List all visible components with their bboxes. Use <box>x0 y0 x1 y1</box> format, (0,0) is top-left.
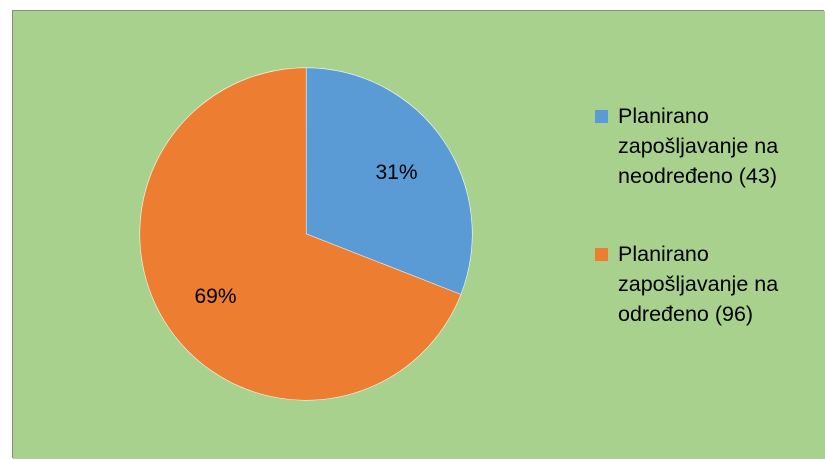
slice-label-odredeno: 69% <box>194 285 236 308</box>
pie-slice-shade-0 <box>306 68 472 295</box>
legend-line: neodređeno (43) <box>618 164 777 188</box>
pie-slice-shade-1 <box>140 67 461 400</box>
legend-line: zapošljavanje na <box>618 272 779 296</box>
legend-item-odredeno: Planirano zapošljavanje na određeno (96) <box>595 239 820 329</box>
legend-swatch-neodredeno <box>595 110 608 123</box>
slice-label-neodredeno: 31% <box>375 161 417 184</box>
legend-line: Planirano <box>618 104 709 128</box>
legend-line: zapošljavanje na <box>618 134 779 158</box>
legend: Planirano zapošljavanje na neodređeno (4… <box>595 101 820 329</box>
legend-line: određeno (96) <box>618 302 754 326</box>
legend-line: Planirano <box>618 242 709 266</box>
legend-swatch-odredeno <box>595 248 608 261</box>
pie-slices <box>139 67 473 401</box>
legend-item-neodredeno: Planirano zapošljavanje na neodređeno (4… <box>595 101 820 191</box>
chart-area: 31% 69% Planirano zapošljavanje na neodr… <box>12 10 825 459</box>
pie-chart: 31% 69% <box>13 11 825 459</box>
